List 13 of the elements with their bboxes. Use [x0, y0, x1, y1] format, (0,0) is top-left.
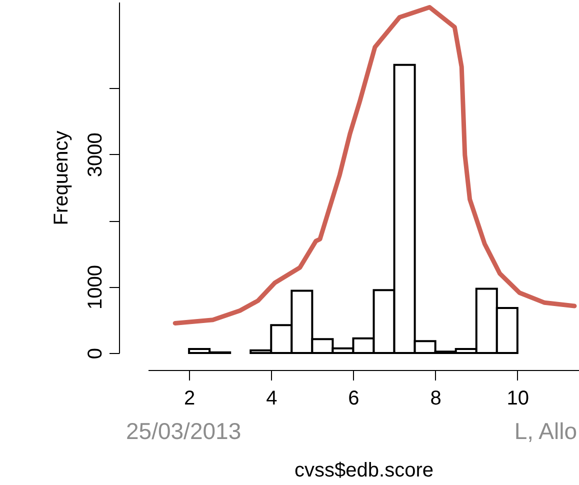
y-axis-title: Frequency — [50, 130, 72, 226]
x-axis-title: cvss$edb.score — [294, 460, 434, 482]
x-tick-label: 2 — [184, 388, 196, 410]
text: 25/03/2013 — [126, 418, 242, 444]
line-series — [172, 5, 577, 326]
text: L, Allo — [514, 418, 577, 444]
x-tick-label: 6 — [348, 388, 360, 410]
y-tick-label: 3000 — [84, 132, 106, 178]
y-tick-label: 0 — [84, 348, 106, 360]
x-tick-label: 8 — [430, 388, 442, 410]
y-tick-label: 1000 — [84, 265, 106, 310]
x-tick-label: 10 — [506, 388, 530, 410]
x-tick-label: 4 — [266, 388, 278, 410]
